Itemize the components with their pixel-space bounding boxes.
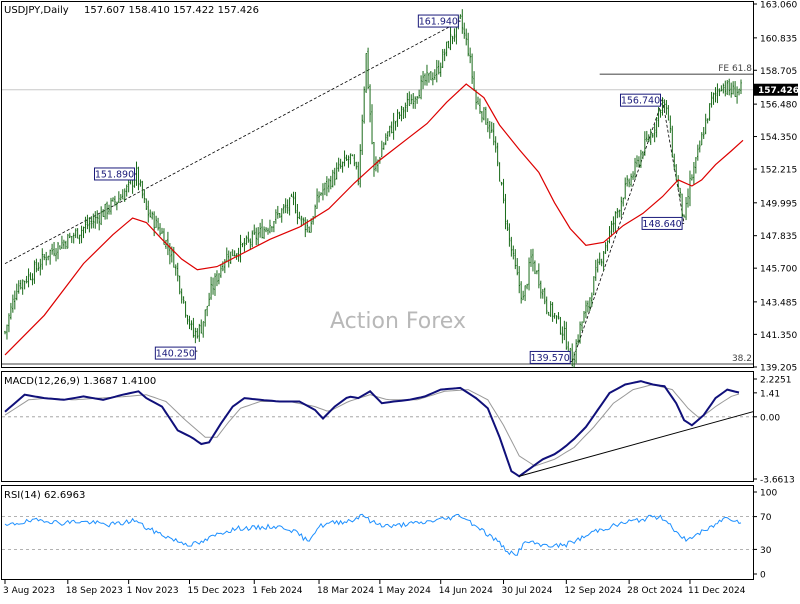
price-annotations: 151.890 140.250 161.940 139.570 156.740 148.6…: [93, 14, 685, 364]
price-y-tick-label: 149.995: [760, 199, 797, 209]
swing-annotation-label: 156.740: [621, 96, 660, 107]
rsi-panel-title: RSI(14) 62.6963: [4, 490, 85, 501]
macd-y-tick-label: 0.00: [760, 413, 780, 423]
macd-y-tick-label: -3.6613: [760, 476, 795, 486]
macd-trend-line: [519, 411, 754, 477]
rsi-lines: [2, 513, 753, 556]
price-y-tick-label: 158.705: [760, 67, 797, 77]
date-x-tick-label: 28 Oct 2024: [627, 586, 683, 596]
fe-level-label: FE 61.8: [718, 64, 752, 74]
swing-annotation-label: 140.250: [156, 349, 195, 360]
price-panel-title: USDJPY,Daily: [4, 5, 69, 16]
swing-annotation-box: [154, 346, 196, 360]
price-y-tick-label: 143.485: [760, 298, 797, 308]
fib-level-label: 38.2: [732, 354, 752, 364]
macd-main-line: [4, 380, 740, 478]
current-price-marker: 157.426: [754, 83, 799, 96]
price-candles: [4, 9, 742, 368]
macd-y-tick-label: 2.2251: [760, 376, 792, 386]
rsi-panel-frame: [1, 485, 754, 580]
swing-annotation-box: [619, 93, 661, 107]
date-x-tick-label: 1 Feb 2024: [252, 586, 303, 596]
price-ohlc-readout: 157.607 158.410 157.422 157.426: [84, 5, 259, 16]
date-x-tick-label: 12 Sep 2024: [564, 586, 621, 596]
macd-signal-line: [4, 383, 740, 467]
swing-annotation-box: [417, 14, 459, 28]
swing-annotation-label: 139.570: [531, 353, 570, 364]
swing-annotation-label: 161.940: [419, 17, 458, 28]
rsi-y-axis: 100 70 30 0: [753, 489, 777, 581]
macd-y-axis: 2.2251 1.41 0.00 -3.6613: [753, 376, 795, 486]
price-y-axis: 163.060 160.835 158.705 156.480 154.350 152.2…: [753, 1, 797, 374]
price-y-tick-label: 152.215: [760, 166, 797, 176]
date-x-tick-label: 18 Mar 2024: [317, 586, 374, 596]
price-y-tick-label: 147.835: [760, 232, 797, 242]
price-y-tick-label: 145.700: [760, 265, 797, 275]
price-y-tick-label: 160.835: [760, 34, 797, 44]
date-x-tick-label: 30 Jul 2024: [502, 586, 553, 596]
macd-panel-frame: [1, 371, 754, 482]
current-price-label: 157.426: [758, 86, 799, 96]
swing-annotation-box: [93, 167, 135, 181]
macd-panel: MACD(12,26,9) 1.3687 1.4100 2.2251 1.41 0.…: [1, 371, 795, 486]
price-panel: USDJPY,Daily 157.607 158.410 157.422 157…: [1, 1, 799, 374]
date-x-tick-label: 18 Sep 2023: [66, 586, 123, 596]
fib-swing-dashed-line-2: [662, 100, 685, 224]
price-y-tick-label: 154.350: [760, 133, 797, 143]
date-x-tick-label: 14 Jun 2024: [439, 586, 493, 596]
moving-average-line: [4, 83, 744, 356]
date-x-tick-label: 11 Dec 2024: [688, 586, 746, 596]
macd-y-tick-label: 1.41: [760, 389, 780, 399]
fib-swing-dashed-line: [571, 100, 663, 362]
date-x-axis: 3 Aug 2023 18 Sep 2023 1 Nov 2023 15 Dec 20…: [3, 580, 746, 596]
swing-annotation-box: [641, 216, 683, 230]
rsi-y-tick-label: 70: [760, 513, 772, 523]
macd-panel-title: MACD(12,26,9) 1.3687 1.4100: [4, 376, 156, 387]
watermark-text: Action Forex: [330, 309, 466, 334]
rsi-y-tick-label: 100: [760, 489, 777, 499]
rsi-y-tick-label: 30: [760, 546, 772, 556]
rsi-y-tick-label: 0: [760, 571, 766, 581]
rising-channel-dashed-line: [4, 20, 461, 264]
rsi-panel: RSI(14) 62.6963 100 70 30 0: [1, 485, 777, 581]
price-overlays: FE 61.8 38.2: [2, 20, 753, 365]
rsi-line: [4, 513, 742, 556]
price-y-tick-label: 139.205: [760, 364, 797, 374]
price-y-tick-label: 163.060: [760, 1, 797, 11]
date-x-tick-label: 15 Dec 2023: [187, 586, 245, 596]
date-x-tick-label: 1 Nov 2023: [127, 586, 179, 596]
macd-lines: [2, 380, 754, 478]
price-y-tick-label: 141.350: [760, 331, 797, 341]
price-y-tick-label: 156.480: [760, 101, 797, 111]
swing-annotation-label: 151.890: [95, 169, 134, 180]
moving-average: [4, 83, 744, 356]
current-price-box: [754, 83, 798, 96]
date-x-tick-label: 1 May 2024: [378, 586, 431, 596]
price-panel-frame: [1, 1, 754, 368]
swing-annotation-label: 148.640: [642, 219, 681, 230]
date-x-tick-label: 3 Aug 2023: [3, 586, 55, 596]
swing-annotation-box: [529, 350, 571, 364]
